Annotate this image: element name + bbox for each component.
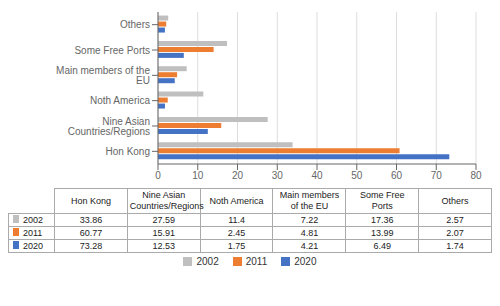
svg-text:20: 20 (232, 170, 244, 181)
html-text:Hon Kong: Hon Kong (70, 195, 111, 206)
svg-text:Main members of theEU: Main members of theEU (56, 65, 150, 86)
html-text:7.22: 7.22 (300, 215, 319, 225)
html-text:2020: 2020 (294, 256, 317, 267)
svg-text:60: 60 (391, 170, 403, 181)
svg-text:Some Free Ports: Some Free Ports (74, 45, 150, 56)
html-text:15.91: 15.91 (152, 228, 175, 238)
svg-text:70: 70 (431, 170, 443, 181)
html-text:Others: Others (441, 195, 469, 206)
svg-text:Others: Others (120, 19, 150, 30)
html-text:17.36: 17.36 (371, 215, 394, 225)
svg-text:Noth America: Noth America (90, 95, 150, 106)
html-text:2.57: 2.57 (446, 215, 464, 225)
svg-text:0: 0 (155, 170, 161, 181)
html-text:2002: 2002 (23, 215, 43, 225)
html-text:1.74: 1.74 (446, 241, 464, 251)
svg-text:50: 50 (351, 170, 363, 181)
html-text:Noth America: Noth America (209, 195, 264, 206)
html-text:2002: 2002 (196, 256, 219, 267)
html-text:2.45: 2.45 (227, 228, 246, 238)
html-text:2011: 2011 (245, 256, 268, 267)
html-text:6.49: 6.49 (373, 241, 391, 251)
html-text:13.99: 13.99 (371, 228, 394, 238)
html-text:2020: 2020 (23, 241, 43, 251)
svg-text:40: 40 (311, 170, 323, 181)
html-text:2011: 2011 (23, 228, 43, 238)
html-text:4.81: 4.81 (300, 228, 319, 238)
svg-text:Hon Kong: Hon Kong (106, 146, 150, 157)
html-text:73.28: 73.28 (79, 241, 103, 251)
svg-text:10: 10 (192, 170, 204, 181)
svg-text:30: 30 (272, 170, 284, 181)
html-text:4.21: 4.21 (300, 241, 319, 251)
html-text:1.75: 1.75 (227, 241, 246, 251)
html-text:2.07: 2.07 (446, 228, 464, 238)
html-text:Some Free Ports: Some Free Ports (360, 190, 405, 211)
svg-text:80: 80 (470, 170, 482, 181)
html-text:11.4: 11.4 (228, 215, 245, 225)
html-text:Nine Asian Countries/Regions: Nine Asian Countries/Regions (129, 190, 204, 211)
html-text:12.53: 12.53 (152, 241, 175, 251)
html-text:33.86: 33.86 (79, 215, 103, 225)
html-text:60.77: 60.77 (79, 228, 103, 238)
svg-text:Nine AsianCountries/Regions: Nine AsianCountries/Regions (68, 116, 150, 137)
html-text:27.59: 27.59 (152, 215, 175, 225)
html-text:Main members of the EU: Main members of the EU (279, 190, 340, 211)
